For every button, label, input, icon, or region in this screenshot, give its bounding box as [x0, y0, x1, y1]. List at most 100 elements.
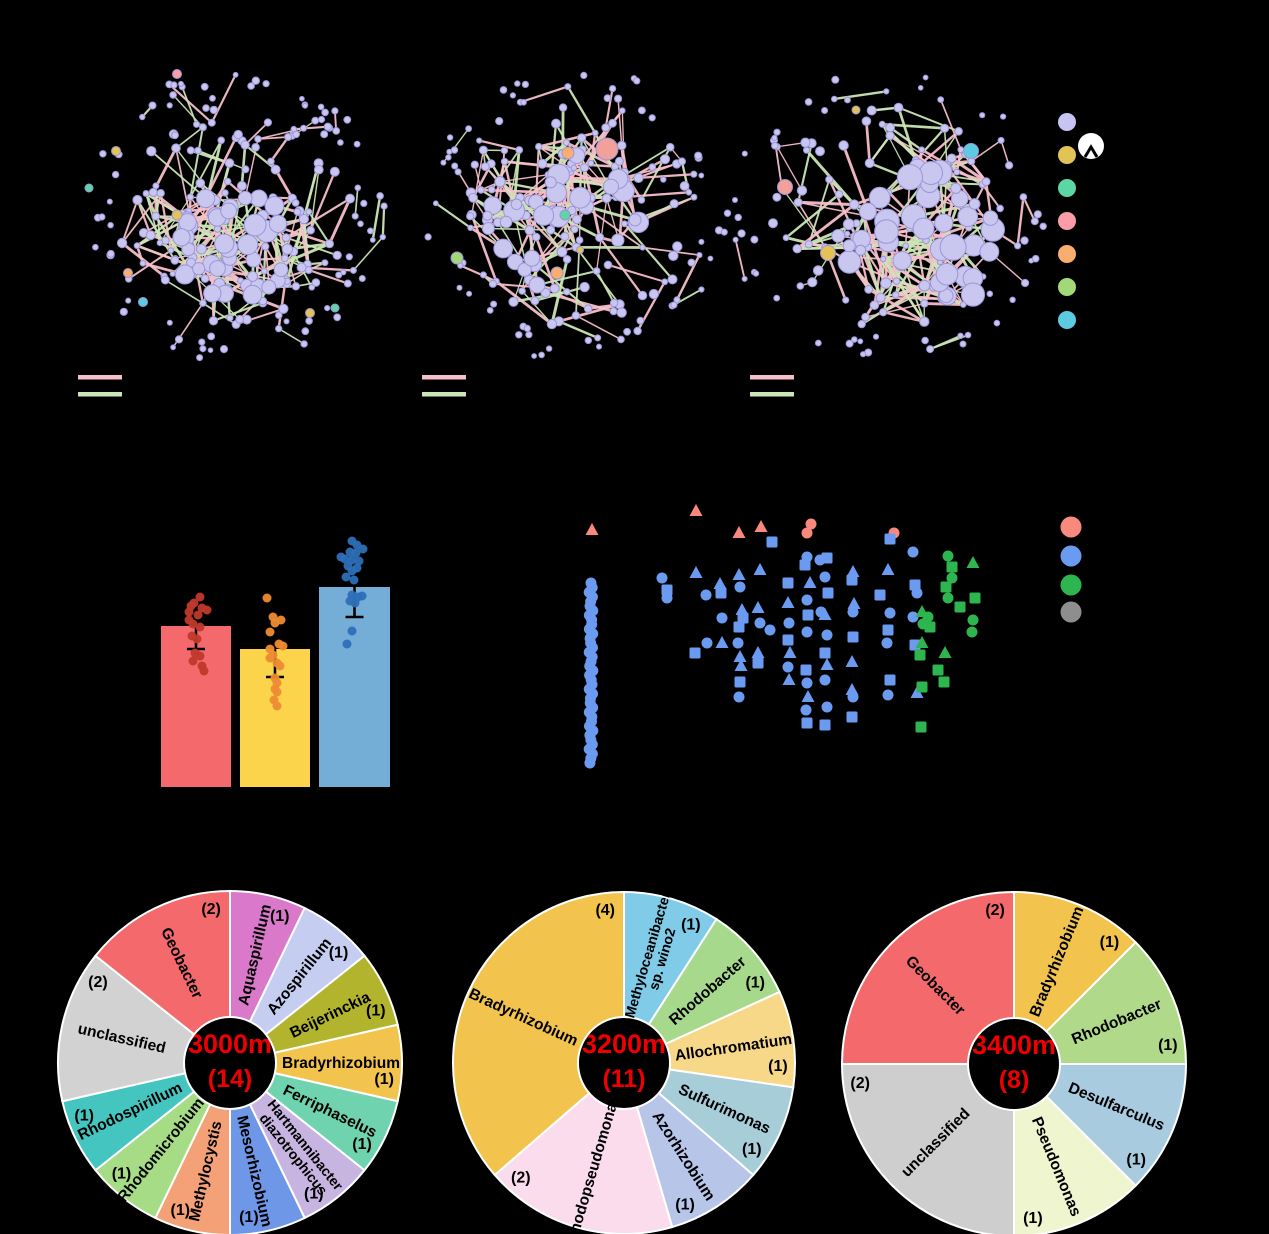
network-node — [997, 136, 1005, 144]
network-node — [321, 259, 329, 267]
network-edge — [943, 128, 948, 166]
network-node — [214, 233, 235, 254]
jitter-point — [192, 634, 202, 644]
network-node — [558, 103, 568, 112]
network-node — [242, 284, 263, 305]
network-node — [880, 255, 887, 263]
scatter-marker — [874, 589, 886, 601]
network-node — [918, 279, 931, 292]
network-node — [544, 176, 557, 189]
network-node — [821, 107, 829, 114]
network-node — [986, 290, 994, 298]
network-node — [275, 311, 283, 320]
network-edge — [566, 85, 597, 134]
network-node — [648, 114, 656, 122]
pie-slice-Bradyrhizobium — [1013, 890, 1138, 1033]
scatter-marker — [946, 561, 958, 573]
network-edge — [882, 311, 925, 323]
network-node — [896, 164, 924, 191]
network-node — [467, 224, 474, 232]
network-node — [737, 229, 746, 238]
pie-slice-count: (2) — [985, 902, 1005, 919]
scatter-marker — [733, 621, 745, 633]
network-node-highlight — [777, 179, 793, 195]
network-node — [207, 347, 214, 354]
network-node — [1019, 193, 1028, 201]
network-node — [772, 192, 782, 202]
network-node — [549, 283, 560, 294]
network-node — [556, 246, 568, 258]
scatter-marker — [946, 572, 958, 584]
network-node — [601, 123, 611, 132]
network-node — [587, 159, 595, 167]
network-node — [633, 172, 644, 183]
scatter-marker — [584, 757, 596, 769]
network-node — [875, 292, 886, 303]
scatter-marker — [915, 636, 929, 648]
network-node — [800, 137, 811, 148]
network-node — [842, 239, 856, 253]
network-edge — [164, 279, 204, 304]
network-edge — [210, 74, 237, 124]
scatter-marker — [751, 601, 765, 613]
network-node — [160, 275, 170, 285]
network-edge — [460, 264, 497, 283]
scatter-marker — [881, 563, 895, 575]
network-node — [493, 238, 514, 259]
network-edge — [534, 146, 540, 202]
network-edge — [939, 99, 962, 151]
network-node — [152, 182, 160, 190]
scatter-marker — [781, 596, 795, 608]
network-edge — [882, 258, 926, 323]
network-node — [325, 239, 334, 249]
jitter-point — [275, 661, 285, 671]
network-node — [804, 240, 813, 249]
network-node — [616, 307, 627, 318]
scatter-marker — [966, 626, 978, 638]
scatter-marker — [884, 607, 896, 619]
network-edge — [307, 211, 331, 245]
network-node — [254, 135, 262, 143]
panel-b-barchart — [161, 536, 390, 787]
network-edge — [121, 192, 162, 244]
network-node-highlight — [138, 297, 148, 307]
scatter-marker — [881, 637, 893, 649]
network-edge — [925, 187, 957, 223]
network-node-highlight — [450, 251, 464, 265]
network-node — [723, 209, 732, 217]
network-node — [106, 198, 113, 205]
network-node — [580, 163, 589, 173]
scatter-marker — [884, 674, 896, 686]
network-node — [919, 161, 943, 185]
network-node — [483, 196, 503, 215]
network-edge — [781, 187, 826, 248]
network-edge — [244, 144, 277, 171]
network-node — [335, 271, 343, 279]
pie-chart-3000m: Aquaspirillum(1)Azospirillum(1)Beijerinc… — [57, 889, 403, 1234]
network-edge — [328, 197, 352, 245]
network-edges — [121, 74, 386, 348]
scatter-marker — [924, 621, 936, 633]
network-node — [313, 164, 324, 175]
scatter-legend-dot — [1060, 516, 1082, 538]
network-node — [300, 124, 307, 132]
network-edge — [180, 83, 198, 125]
network-node-highlight — [820, 245, 836, 261]
node-legend-dot — [1058, 245, 1076, 263]
pie-slice-count: (1) — [239, 1209, 259, 1226]
network-node — [454, 168, 462, 176]
network-node — [337, 139, 344, 146]
network-node — [196, 243, 207, 255]
network-node-highlight — [305, 308, 315, 318]
network-node — [609, 307, 618, 316]
edge-legend-negative-line — [750, 392, 794, 397]
network-node — [861, 312, 870, 322]
scatter-marker — [969, 592, 981, 604]
network-node — [560, 232, 570, 241]
network-node — [874, 219, 899, 244]
network-node-highlight — [561, 146, 575, 160]
jitter-point — [195, 622, 205, 632]
jitter-point — [351, 548, 361, 558]
network-node — [940, 123, 950, 133]
network-node-highlight — [123, 268, 133, 278]
